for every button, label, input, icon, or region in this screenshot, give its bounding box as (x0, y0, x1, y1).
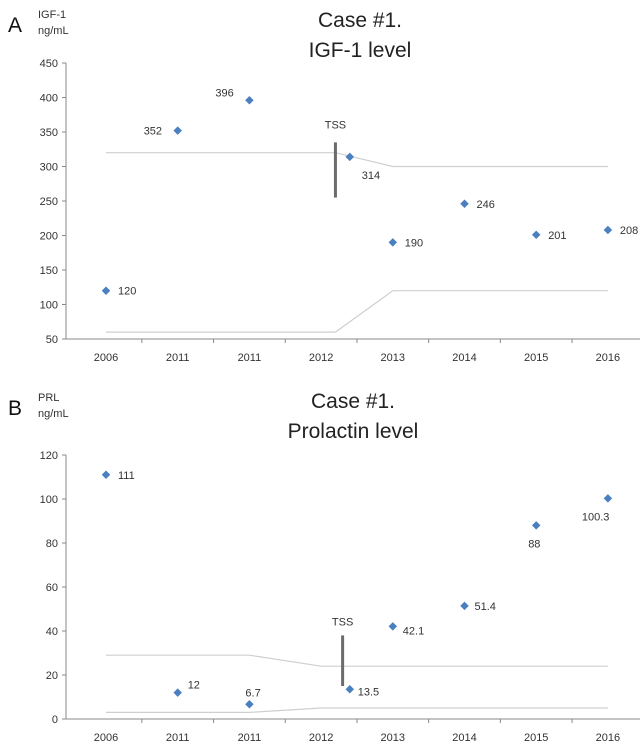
y-tick-label: 100 (40, 300, 58, 312)
x-tick-label: 2015 (524, 352, 548, 364)
x-tick-label: 2014 (452, 732, 476, 744)
x-tick-label: 2006 (94, 352, 118, 364)
data-label: 246 (477, 199, 495, 211)
lower-reference-line (106, 290, 608, 333)
x-tick-label: 2015 (524, 732, 548, 744)
y-tick-label: 150 (40, 265, 58, 277)
x-tick-label: 2011 (238, 732, 262, 744)
data-point (245, 700, 254, 709)
data-label: 208 (620, 225, 638, 237)
y-unit-line2: ng/mL (38, 408, 69, 420)
data-label: 13.5 (358, 686, 379, 698)
y-tick-label: 120 (40, 450, 58, 462)
chart-title-line1: Case #1. (317, 9, 403, 32)
x-tick-label: 2016 (596, 732, 620, 744)
y-tick-label: 450 (40, 58, 58, 70)
x-tick-label: 2006 (94, 732, 118, 744)
data-point (388, 238, 398, 247)
panel-letter: B (8, 397, 23, 420)
y-tick-label: 200 (40, 231, 58, 243)
data-point (531, 230, 541, 240)
tss-label: TSS (332, 616, 353, 628)
chart-title: Case #1. IGF-1 level (210, 6, 510, 66)
y-tick-label: 0 (52, 714, 58, 726)
chart-panel-a: A IGF-1 ng/mL Case #1. IGF-1 level 50 100… (0, 0, 640, 375)
y-unit-line2: ng/mL (38, 25, 69, 37)
data-point (460, 601, 469, 611)
y-tick-label: 300 (40, 162, 58, 174)
data-label: 42.1 (403, 625, 424, 637)
data-label: 111 (118, 470, 135, 482)
data-label: 190 (405, 237, 423, 249)
y-tick-label: 50 (46, 334, 58, 346)
lower-reference-line (106, 707, 608, 713)
panel-letter: A (8, 14, 23, 37)
x-tick-label: 2013 (381, 352, 405, 364)
data-label: 352 (144, 126, 162, 138)
data-point (101, 470, 111, 480)
tss-label: TSS (325, 119, 346, 131)
x-tick-label: 2011 (166, 352, 190, 364)
x-tick-label: 2014 (452, 352, 476, 364)
data-point (101, 286, 111, 295)
y-tick-label: 40 (46, 626, 58, 638)
data-label: 12 (188, 680, 200, 692)
y-unit-line1: IGF-1 (38, 9, 67, 21)
data-label: 88 (528, 538, 540, 550)
data-point (388, 622, 398, 631)
y-tick-label: 80 (46, 538, 58, 550)
data-label: 396 (215, 87, 233, 99)
x-tick-label: 2016 (596, 352, 620, 364)
y-tick-label: 100 (40, 494, 58, 506)
y-unit-line1: PRL (38, 392, 60, 404)
y-tick-label: 60 (46, 582, 58, 594)
data-point (245, 96, 254, 105)
x-tick-label: 2013 (381, 732, 405, 744)
data-label: 314 (362, 170, 380, 182)
upper-reference-line (106, 654, 608, 667)
chart-title-line2: IGF-1 level (308, 39, 412, 62)
x-tick-label: 2011 (238, 352, 262, 364)
chart-panel-b: B PRL ng/mL Case #1. Prolactin level 0 20… (0, 375, 640, 751)
data-point (173, 126, 182, 135)
data-point (603, 494, 613, 503)
data-point (460, 199, 469, 209)
data-point (603, 225, 613, 235)
data-point (531, 521, 541, 530)
x-tick-label: 2012 (309, 732, 333, 744)
upper-reference-line (106, 152, 608, 168)
x-tick-label: 2012 (309, 352, 333, 364)
chart-title: Case #1. Prolactin level (203, 387, 503, 447)
y-tick-label: 350 (40, 127, 58, 139)
chart-title-line2: Prolactin level (287, 420, 419, 443)
data-label: 100.3 (582, 511, 610, 523)
data-label: 51.4 (475, 601, 496, 613)
y-tick-label: 20 (46, 670, 58, 682)
prolactin-chart-svg: 0 20 40 60 80 100 120 2006 2011 2011 2012 2013 2014 2… (40, 450, 640, 744)
chart-title-line1: Case #1. (310, 390, 396, 413)
data-point (173, 688, 182, 697)
y-tick-label: 250 (40, 196, 58, 208)
y-unit-label: IGF-1 ng/mL (38, 7, 69, 39)
data-label: 201 (548, 230, 566, 242)
data-label: 120 (118, 286, 136, 298)
data-point (345, 152, 355, 162)
data-label: 6.7 (245, 687, 260, 699)
y-unit-label: PRL ng/mL (38, 390, 69, 422)
x-tick-label: 2011 (166, 732, 190, 744)
data-point (345, 685, 355, 694)
y-tick-label: 400 (40, 93, 58, 105)
